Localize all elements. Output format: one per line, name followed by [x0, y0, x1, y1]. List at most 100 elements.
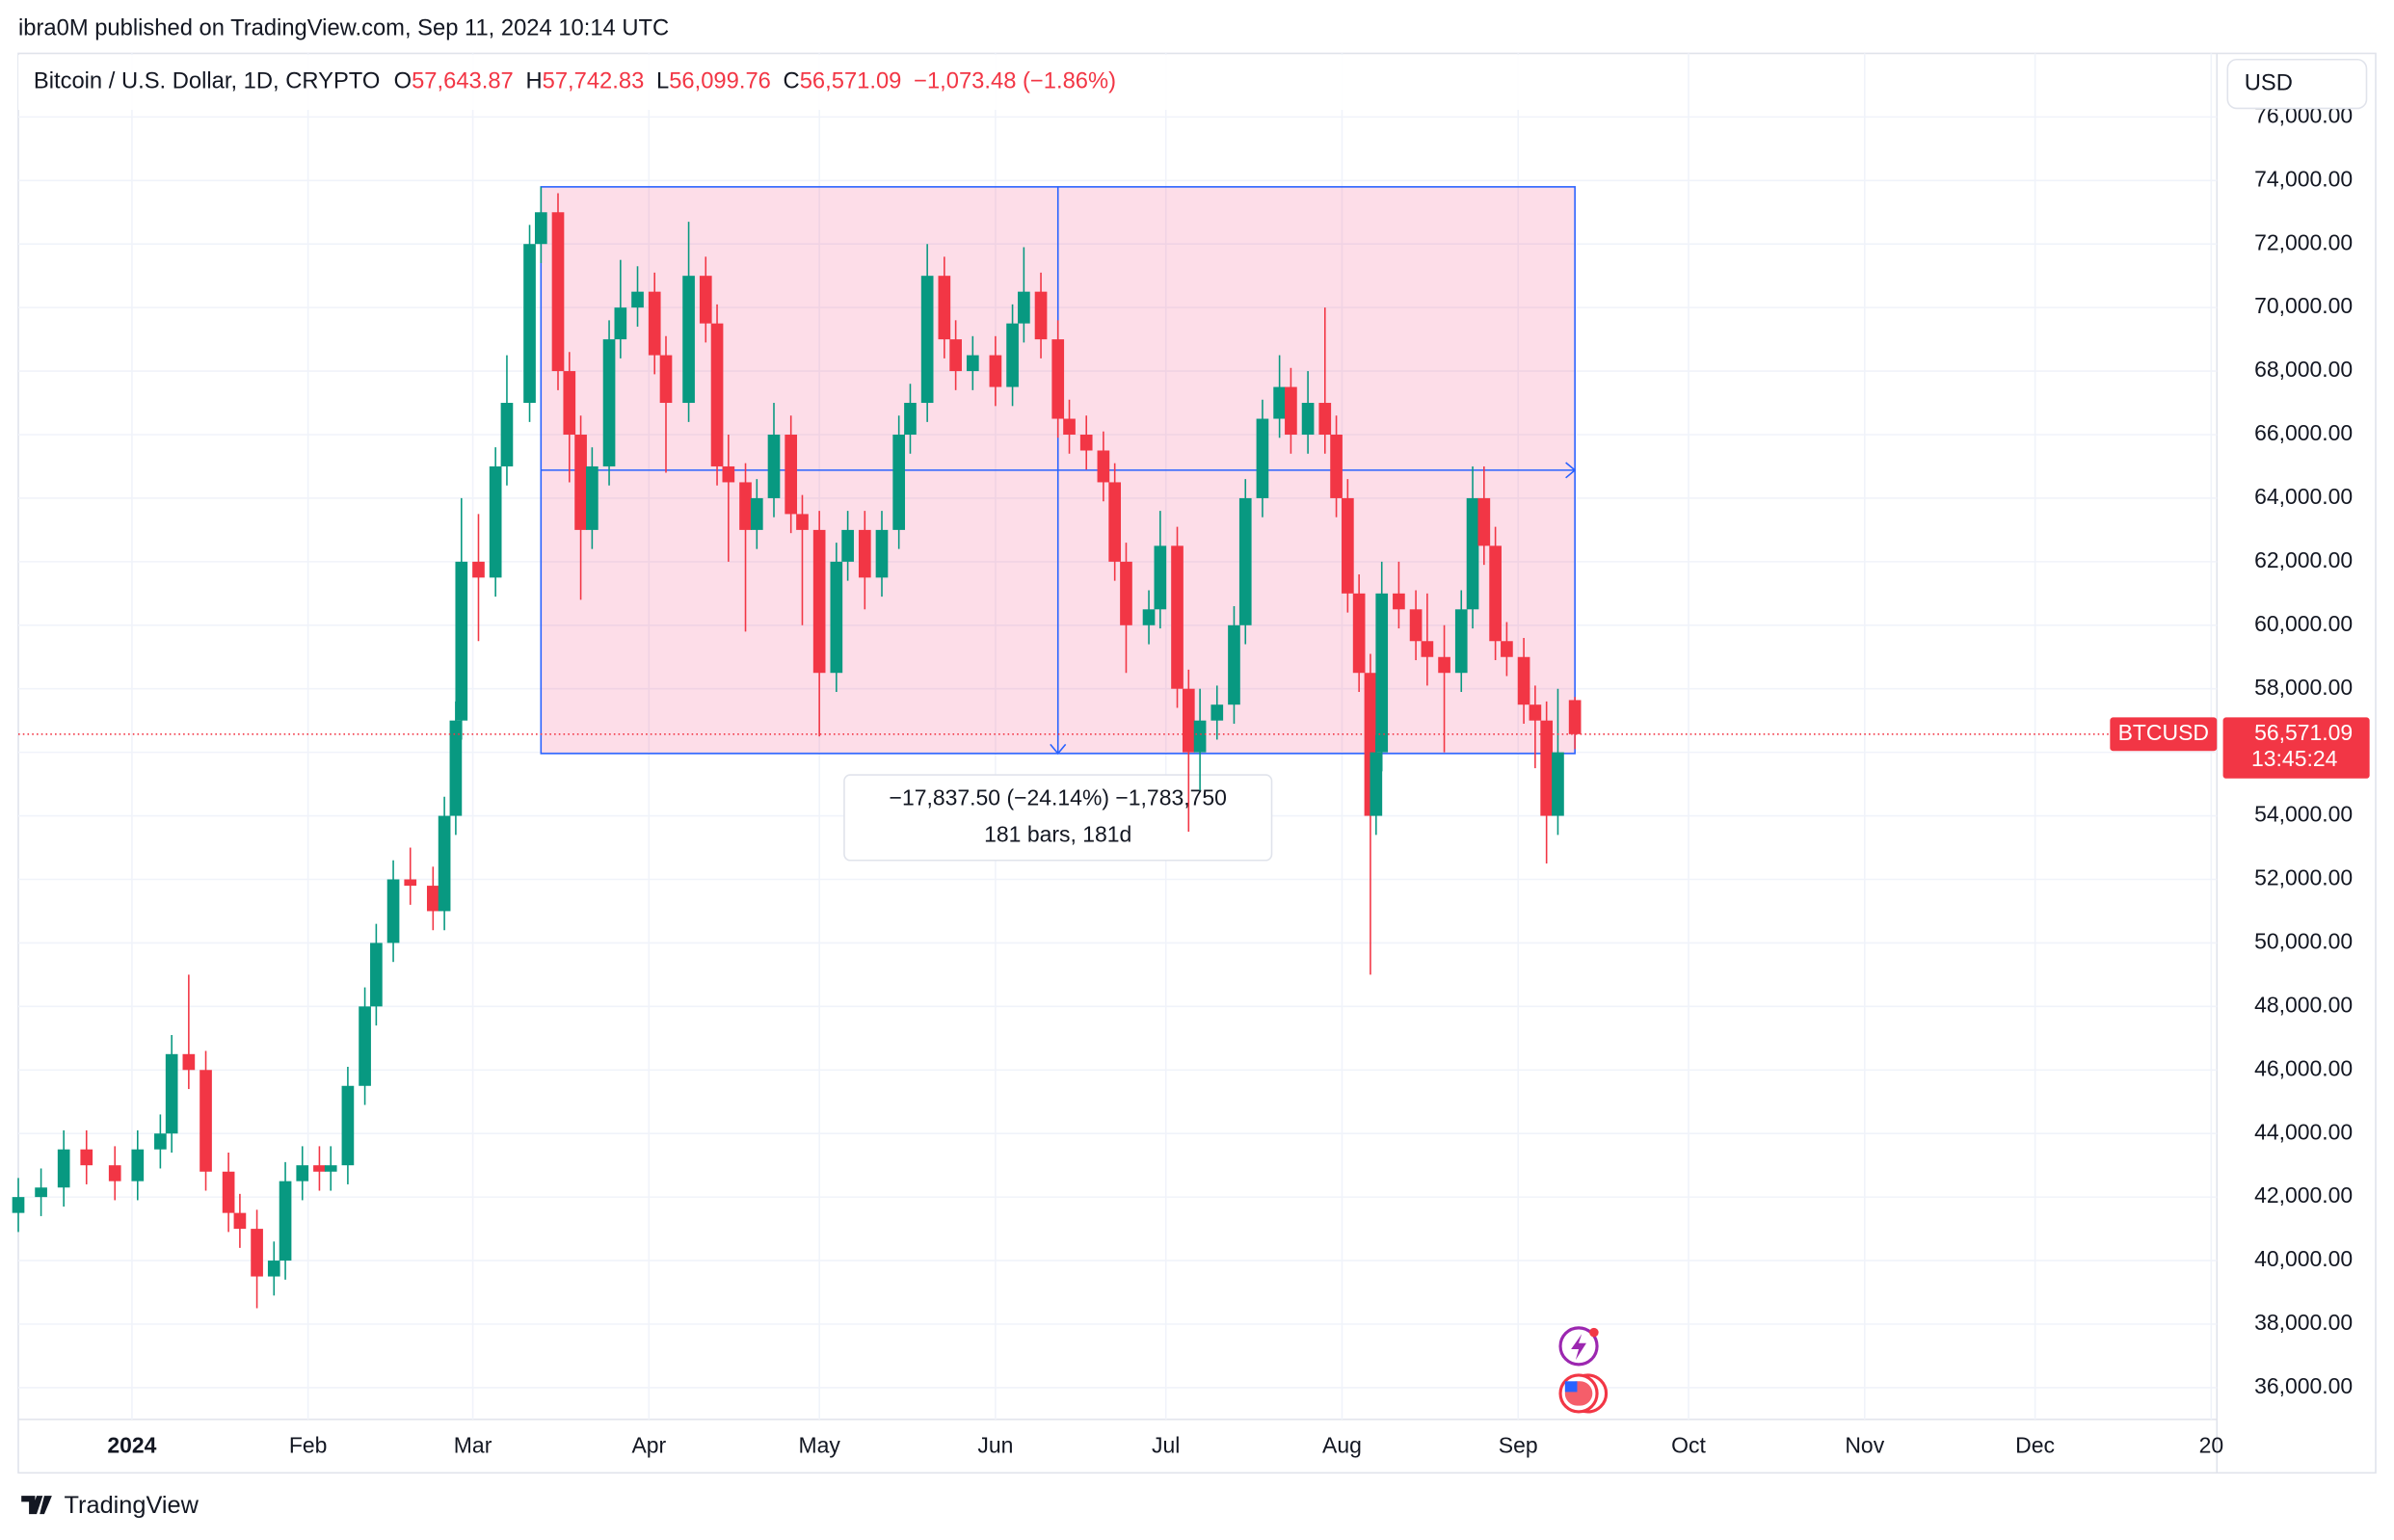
candle-body — [750, 497, 763, 530]
candle-body — [359, 1006, 371, 1086]
measure-arrow — [1050, 743, 1067, 756]
candle-body — [1438, 656, 1450, 674]
legend-value: 57,643.87 — [412, 68, 514, 94]
candle-body — [313, 1165, 326, 1172]
candle-body — [1210, 704, 1224, 721]
x-tick-label: Jun — [977, 1432, 1013, 1457]
y-tick-label: 66,000.00 — [2254, 420, 2353, 445]
candle-body — [534, 212, 547, 245]
footer: TradingView — [21, 1492, 200, 1519]
candle-body — [949, 339, 962, 372]
candle-body — [1256, 418, 1269, 498]
y-tick-label: 52,000.00 — [2254, 865, 2353, 890]
candle-body — [472, 561, 485, 578]
candle-body — [1477, 497, 1491, 546]
candle-body — [80, 1149, 93, 1166]
tradingview-logo — [21, 1496, 52, 1515]
axes: 36,000.00 38,000.00 40,000.00 42,000.00 44,0… — [107, 102, 2370, 1457]
candle-body — [438, 815, 451, 912]
candle-body — [830, 561, 843, 674]
measure-bars: 181 bars, 181d — [984, 821, 1131, 846]
candle-body — [131, 1149, 145, 1182]
candle-body — [370, 943, 383, 1007]
candle-body — [1330, 434, 1343, 498]
candle-body — [938, 276, 951, 340]
measure-label: −17,837.50 (−24.14%) −1,783,750 — [890, 784, 1227, 810]
candle-body — [966, 355, 979, 372]
candle-body — [1375, 593, 1389, 753]
legend-value: 57,742.83 — [543, 68, 645, 94]
event-icon-glyph — [1571, 1334, 1586, 1361]
candle-body — [875, 529, 889, 578]
legend-change: −1,073.48 (−1.86%) — [914, 68, 1116, 94]
x-tick-label: 2024 — [107, 1432, 156, 1457]
candle-body — [233, 1212, 247, 1230]
y-tick-label: 74,000.00 — [2254, 166, 2353, 191]
candle-body — [586, 465, 598, 530]
candle-body — [1517, 656, 1530, 705]
candle-body — [1034, 291, 1048, 340]
candle-body — [1318, 403, 1332, 435]
candle-body — [710, 323, 724, 466]
x-tick-label: May — [798, 1432, 840, 1457]
candle-body — [1182, 688, 1195, 753]
y-tick-label: 36,000.00 — [2254, 1373, 2353, 1398]
candle-body — [324, 1165, 337, 1172]
candle-body — [699, 276, 712, 324]
candle-body — [12, 1197, 25, 1213]
candle-body — [1421, 641, 1434, 657]
candle-body — [1301, 403, 1315, 435]
candle-body — [404, 879, 417, 887]
candle-body — [841, 529, 854, 562]
y-tick-label: 40,000.00 — [2254, 1246, 2353, 1271]
legend-bg — [18, 55, 1546, 111]
byline: ibra0M published on TradingView.com, Sep… — [18, 14, 669, 40]
candle-body — [682, 276, 695, 404]
x-tick-label: Mar — [454, 1432, 492, 1457]
candle-body — [182, 1053, 196, 1071]
y-tick-label: 58,000.00 — [2254, 675, 2353, 700]
candle-body — [267, 1261, 280, 1277]
candle-body — [1154, 545, 1167, 610]
candle-body — [1120, 561, 1132, 625]
candle-body — [796, 514, 809, 530]
y-tick-label: 48,000.00 — [2254, 992, 2353, 1017]
candle-body — [722, 465, 735, 483]
price-tag-countdown: 13:45:24 — [2251, 746, 2338, 771]
candle-body — [489, 465, 502, 578]
event-icons — [1558, 1326, 1609, 1414]
x-tick-label: 20 — [2199, 1432, 2224, 1457]
x-tick-label: Oct — [1671, 1432, 1706, 1457]
symbol-tag — [2110, 717, 2218, 752]
candle-body — [108, 1165, 121, 1182]
candle-body — [1370, 752, 1383, 816]
candle-body — [1540, 720, 1554, 816]
legend-value: 56,571.09 — [800, 68, 902, 94]
currency-button[interactable] — [2226, 58, 2368, 110]
candle-body — [739, 482, 752, 530]
candle-body — [614, 307, 627, 340]
candle-body — [455, 561, 468, 721]
candle-body — [812, 529, 826, 674]
y-tick-label: 44,000.00 — [2254, 1119, 2353, 1144]
chart-frame — [17, 52, 2377, 1474]
y-tick-label: 68,000.00 — [2254, 357, 2353, 382]
candle-body — [767, 434, 781, 498]
x-tick-label: Aug — [1322, 1432, 1362, 1457]
x-tick-label: Feb — [289, 1432, 328, 1457]
candle-body — [296, 1165, 309, 1182]
currency[interactable]: USD — [2245, 69, 2293, 95]
legend-key: O — [394, 68, 412, 94]
candle-body — [523, 244, 536, 404]
candle-body — [1238, 497, 1252, 625]
candle-body — [1006, 323, 1019, 387]
candle-body — [341, 1085, 355, 1166]
candle-body — [602, 339, 616, 466]
price-tag-value: 56,571.09 — [2254, 720, 2353, 745]
candle-body — [1285, 386, 1297, 435]
candle-body — [222, 1171, 235, 1213]
candle-body — [1228, 624, 1240, 705]
candle-body — [154, 1133, 167, 1150]
candle-body — [1352, 593, 1366, 674]
